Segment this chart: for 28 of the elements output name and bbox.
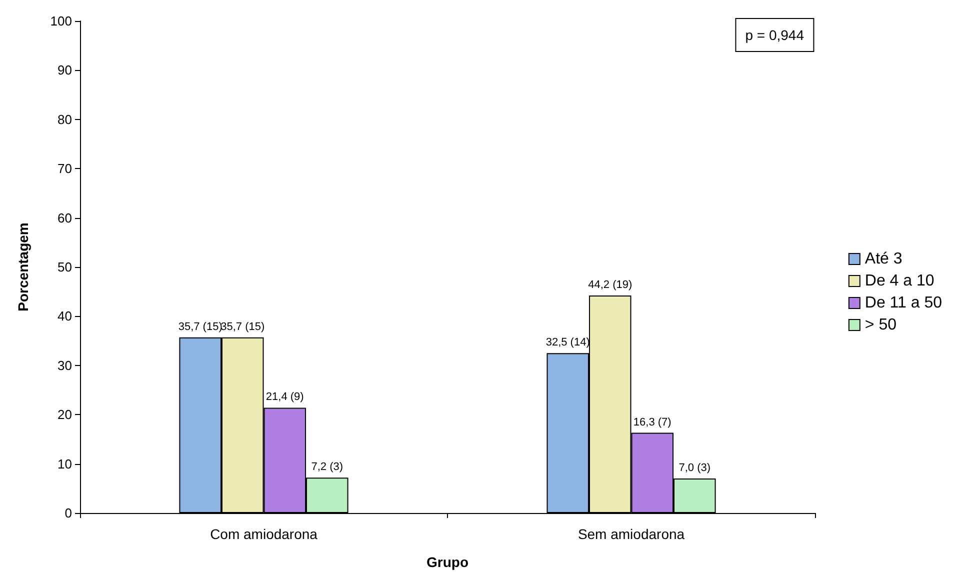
legend-label: De 11 a 50 — [864, 294, 942, 312]
data-label: 32,5 (14) — [546, 336, 590, 349]
y-tick-label: 50 — [58, 260, 72, 274]
x-tick-label: Sem amiodarona — [578, 526, 685, 542]
legend-label: Até 3 — [864, 250, 902, 268]
data-label: 7,0 (3) — [678, 462, 711, 474]
y-tick-label: 70 — [58, 161, 72, 176]
x-tick-label: Com amiodarona — [210, 526, 318, 542]
y-tick-label: 10 — [58, 456, 72, 472]
legend-label: > 50 — [864, 316, 897, 334]
y-tick-label: 0 — [64, 506, 72, 520]
y-tick-label: 20 — [58, 407, 72, 422]
y-tick-label: 60 — [58, 210, 72, 226]
data-label: 7,2 (3) — [311, 461, 344, 474]
data-label: 16,3 (7) — [633, 416, 672, 428]
annotation: p = 0,944 — [745, 27, 804, 43]
data-label: 21,4 (9) — [266, 391, 304, 404]
data-label: 35,7 (15) — [220, 320, 265, 333]
y-tick-label: 80 — [58, 112, 72, 127]
y-tick-label: 90 — [58, 62, 72, 78]
y-axis-title: Porcentagem — [15, 222, 31, 312]
y-tick-label: 30 — [58, 358, 72, 373]
y-tick-label: 40 — [58, 308, 72, 324]
data-label: 35,7 (15) — [178, 320, 222, 333]
y-tick-label: 100 — [50, 14, 72, 28]
x-axis-title: Grupo — [426, 554, 468, 570]
legend-label: De 4 a 10 — [864, 272, 934, 290]
data-label: 44,2 (19) — [588, 279, 632, 292]
